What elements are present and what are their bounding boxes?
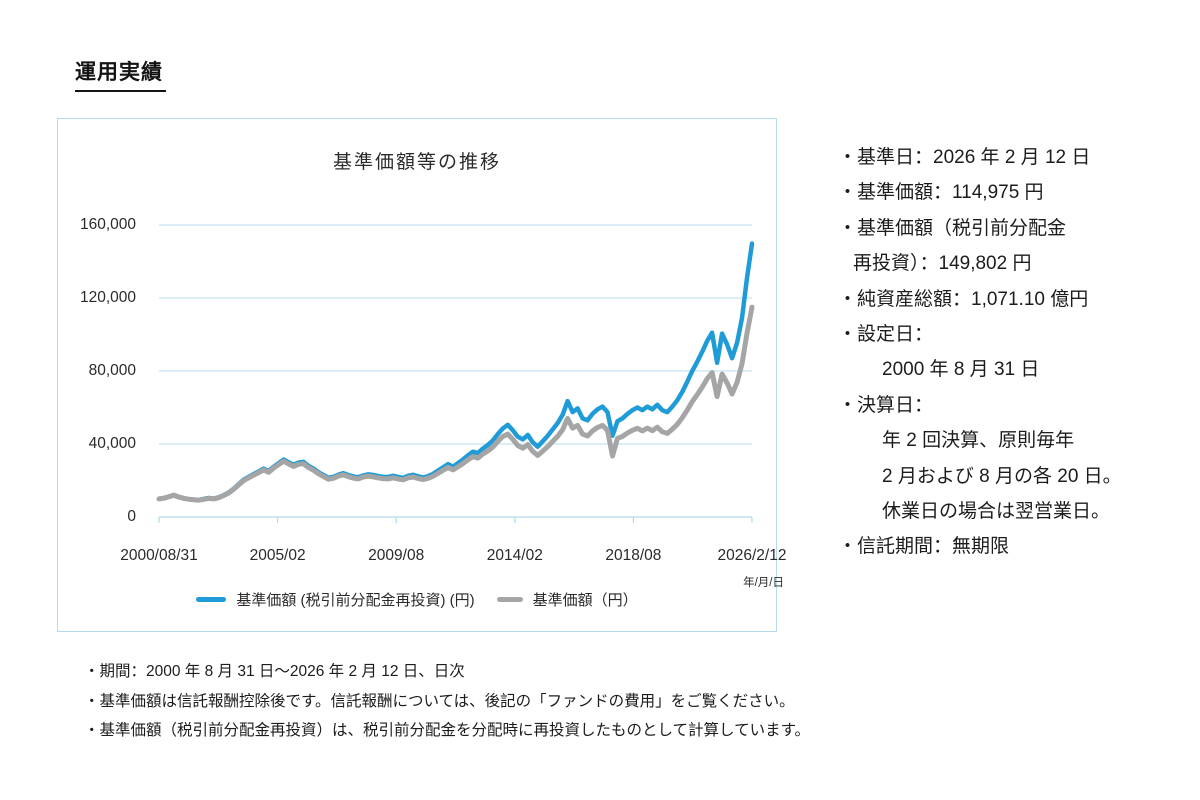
y-tick-label: 80,000 — [88, 362, 136, 379]
series-line-1 — [156, 304, 755, 503]
x-tick-label: 2026/2/12 — [717, 547, 787, 564]
x-tick-label: 2005/02 — [249, 547, 306, 564]
y-tick-label: 120,000 — [79, 289, 136, 306]
legend-item: 基準価額（円） — [496, 589, 638, 610]
x-tick-label: 2014/02 — [486, 547, 543, 564]
fund-info-line: ・基準価額（税引前分配金 — [838, 217, 1067, 239]
fund-info-line: 2 月および 8 月の各 20 日。 — [882, 465, 1122, 487]
series-line-0 — [156, 241, 755, 503]
chart-title: 基準価額等の推移 — [332, 152, 501, 173]
fund-info-panel: ・基準日：2026 年 2 月 12 日・基準価額：114,975 円・基準価額… — [838, 140, 1183, 565]
fund-info-line: ・純資産総額：1,071.10 億円 — [838, 288, 1089, 310]
x-tick-label: 2009/08 — [368, 547, 425, 564]
footnote-line: ・基準価額（税引前分配金再投資）は、税引前分配金を分配時に再投資したものとして計… — [84, 722, 811, 739]
legend-item: 基準価額 (税引前分配金再投資) (円) — [196, 589, 475, 610]
x-tick-label: 2000/08/31 — [120, 547, 198, 564]
footnote-line: ・基準価額は信託報酬控除後です。信託報酬については、後記の「ファンドの費用」をご… — [84, 692, 795, 710]
performance-line-chart — [156, 224, 755, 523]
footnote-line: ・期間：2000 年 8 月 31 日～2026 年 2 月 12 日、日次 — [84, 663, 465, 680]
x-tick-label: 2018/08 — [605, 547, 662, 564]
y-tick-label: 0 — [127, 508, 136, 525]
fund-info-line: ・基準日：2026 年 2 月 12 日 — [838, 147, 1091, 168]
fund-info-line: ・基準価額：114,975 円 — [838, 182, 1044, 204]
x-axis-unit-label: 年/月/日 — [743, 577, 784, 589]
legend-label: 基準価額（円） — [532, 592, 638, 609]
fund-info-line: 年 2 回決算、原則毎年 — [882, 430, 1075, 452]
y-tick-label: 40,000 — [88, 435, 136, 452]
page-title: 運用実績 — [75, 56, 166, 92]
chart-legend: 基準価額 (税引前分配金再投資) (円) 基準価額（円） — [58, 589, 776, 610]
legend-swatch — [196, 597, 227, 602]
chart-panel: 基準価額等の推移 0 40,000 80,000 120,000 160,000 200… — [57, 118, 786, 632]
fund-info-line: ・設定日： — [838, 324, 934, 346]
fund-info-line: 再投資）：149,802 円 — [853, 253, 1032, 275]
legend-label: 基準価額 (税引前分配金再投資) (円) — [236, 592, 475, 609]
fund-info-line: 2000 年 8 月 31 日 — [882, 359, 1040, 381]
fund-info-line: ・信託期間：無期限 — [838, 536, 1010, 558]
fund-info-line: ・決算日： — [838, 394, 934, 416]
fund-info-line: 休業日の場合は翌営業日。 — [882, 501, 1111, 523]
legend-swatch — [496, 597, 523, 602]
y-tick-label: 160,000 — [79, 216, 136, 233]
footnotes: ・期間：2000 年 8 月 31 日～2026 年 2 月 12 日、日次・基… — [84, 657, 1164, 746]
